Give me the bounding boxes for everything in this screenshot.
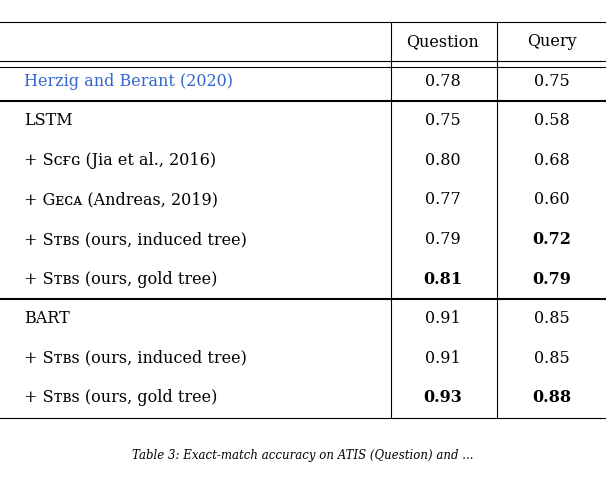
Text: 0.68: 0.68 xyxy=(534,152,569,168)
Text: 0.75: 0.75 xyxy=(425,112,460,129)
Text: 0.91: 0.91 xyxy=(425,310,460,327)
Text: LSTM: LSTM xyxy=(24,112,73,129)
Text: 0.85: 0.85 xyxy=(534,350,569,367)
Text: 0.93: 0.93 xyxy=(423,389,462,406)
Text: + Sᴛʙs (ours, gold tree): + Sᴛʙs (ours, gold tree) xyxy=(24,271,218,288)
Text: Table 3: Exact-match accuracy on ATIS (Question) and ...: Table 3: Exact-match accuracy on ATIS (Q… xyxy=(132,449,474,463)
Text: 0.85: 0.85 xyxy=(534,310,569,327)
Text: 0.79: 0.79 xyxy=(532,271,571,288)
Text: + Sᴄғɢ (Jia et al., 2016): + Sᴄғɢ (Jia et al., 2016) xyxy=(24,152,216,168)
Text: Question: Question xyxy=(406,33,479,50)
Text: 0.60: 0.60 xyxy=(534,192,569,208)
Text: + Sᴛʙs (ours, induced tree): + Sᴛʙs (ours, induced tree) xyxy=(24,350,247,367)
Text: 0.72: 0.72 xyxy=(532,231,571,248)
Text: 0.78: 0.78 xyxy=(425,72,460,89)
Text: 0.75: 0.75 xyxy=(534,72,569,89)
Text: BART: BART xyxy=(24,310,70,327)
Text: 0.58: 0.58 xyxy=(534,112,569,129)
Text: 0.80: 0.80 xyxy=(425,152,460,168)
Text: 0.91: 0.91 xyxy=(425,350,460,367)
Text: + Sᴛʙs (ours, gold tree): + Sᴛʙs (ours, gold tree) xyxy=(24,389,218,406)
Text: 0.77: 0.77 xyxy=(425,192,460,208)
Text: 0.88: 0.88 xyxy=(532,389,571,406)
Text: + Sᴛʙs (ours, induced tree): + Sᴛʙs (ours, induced tree) xyxy=(24,231,247,248)
Text: 0.79: 0.79 xyxy=(425,231,460,248)
Text: 0.81: 0.81 xyxy=(423,271,462,288)
Text: Query: Query xyxy=(527,33,576,50)
Text: Herzig and Berant (2020): Herzig and Berant (2020) xyxy=(24,72,233,89)
Text: + Gᴇᴄᴀ (Andreas, 2019): + Gᴇᴄᴀ (Andreas, 2019) xyxy=(24,192,218,208)
